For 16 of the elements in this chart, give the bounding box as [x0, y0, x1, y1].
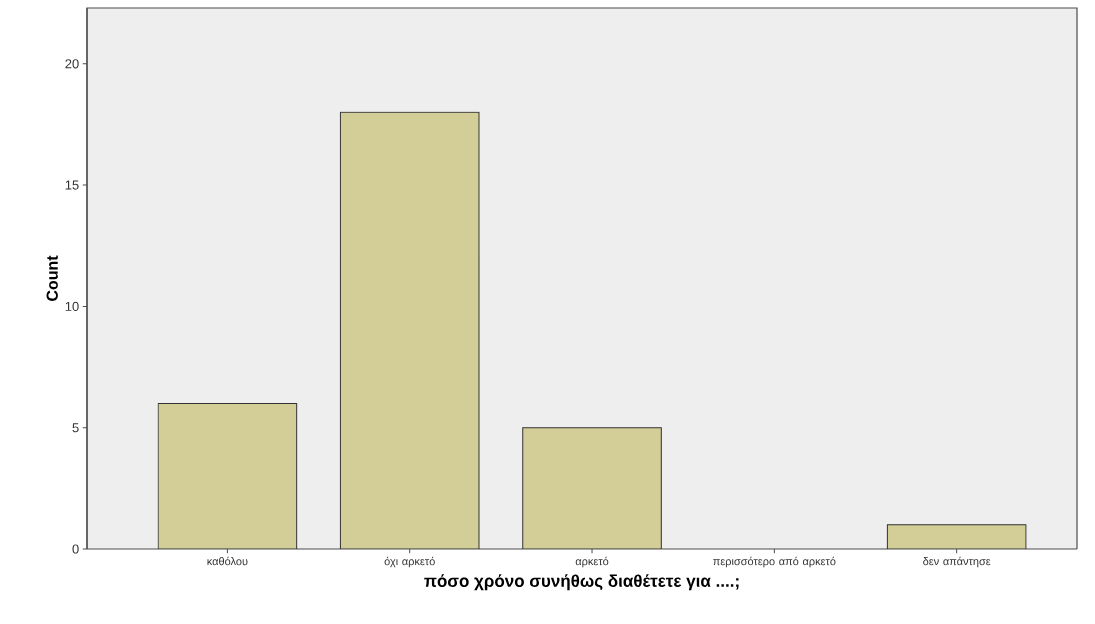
y-axis-title: Count: [46, 255, 58, 301]
bar: [522, 427, 662, 549]
y-tick-label: 5: [72, 423, 79, 433]
x-tick-label: καθόλου: [207, 556, 248, 566]
y-tick-label: 10: [65, 301, 79, 311]
bar: [157, 402, 298, 549]
y-tick-label: 0: [72, 544, 79, 554]
y-tick-label: 15: [65, 180, 79, 190]
x-axis-title: πόσο χρόνο συνήθως διαθέτετε για ....;: [424, 574, 739, 591]
x-tick-label: δεν απάντησε: [923, 556, 991, 568]
x-tick-label: αρκετό: [575, 556, 609, 568]
bar: [886, 524, 1027, 549]
bar: [339, 111, 480, 549]
y-tick-label: 20: [65, 59, 79, 69]
x-tick-label: περισσότερο από αρκετό: [713, 556, 836, 568]
x-tick-label: όχι αρκετό: [384, 556, 435, 568]
